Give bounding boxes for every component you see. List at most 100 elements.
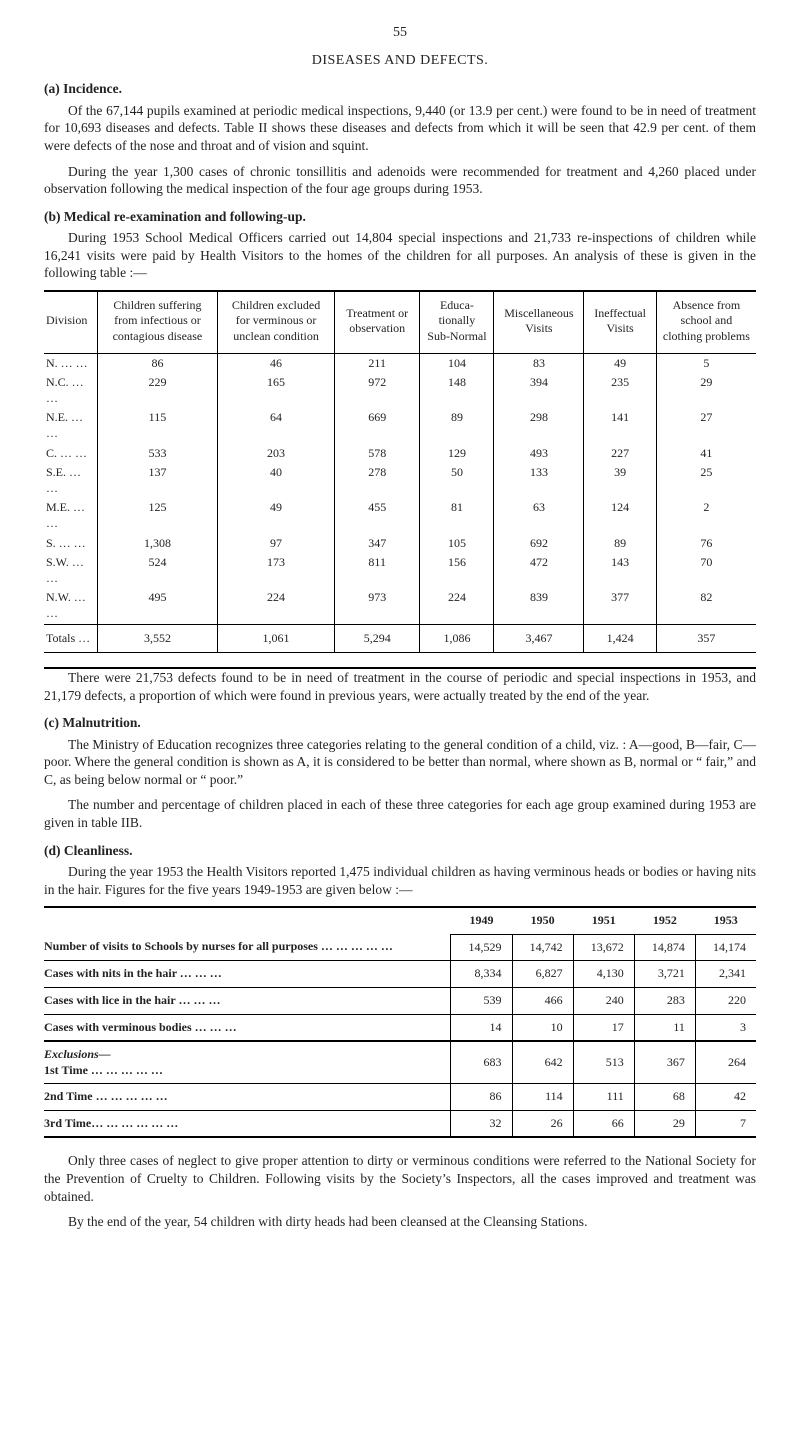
table-row: M.E. … …1254945581631242	[44, 498, 756, 533]
table-cell: 5	[656, 353, 756, 373]
table-cell: 63	[494, 498, 584, 533]
table-cell: 972	[334, 373, 419, 408]
section-c-p2: The number and percentage of children pl…	[44, 796, 756, 831]
table-cell: 50	[420, 463, 494, 498]
section-d-p2: Only three cases of neglect to give prop…	[44, 1152, 756, 1205]
table-cell: N.C. … …	[44, 373, 97, 408]
row-label: Cases with nits in the hair … … …	[44, 961, 451, 988]
table-cell: 220	[695, 987, 756, 1014]
t1-total-3: 5,294	[334, 624, 419, 653]
t1-col-4: Educa-tionally Sub-Normal	[420, 291, 494, 353]
table-row: Cases with verminous bodies … … …1410171…	[44, 1014, 756, 1041]
section-b-p1: During 1953 School Medical Officers carr…	[44, 229, 756, 282]
section-d-p1: During the year 1953 the Health Visitors…	[44, 863, 756, 898]
table-cell: 86	[97, 353, 217, 373]
table-row: S.E. … …13740278501333925	[44, 463, 756, 498]
table-row: 2nd Time … … … … …861141116842	[44, 1084, 756, 1111]
table-cell: 105	[420, 534, 494, 554]
t1-col-6: Ineffectual Visits	[584, 291, 656, 353]
row-label: 2nd Time … … … … …	[44, 1084, 451, 1111]
t2-blank	[44, 907, 451, 934]
table-cleanliness: 1949 1950 1951 1952 1953 Number of visit…	[44, 906, 756, 1138]
table-cell: 524	[97, 553, 217, 588]
row-label: 3rd Time… … … … … …	[44, 1110, 451, 1137]
table-cell: 66	[573, 1110, 634, 1137]
table-divisions: Division Children suffering from infecti…	[44, 290, 756, 653]
table-cell: 76	[656, 534, 756, 554]
section-d-head-text: Cleanliness.	[64, 843, 133, 858]
t2-year-4: 1953	[695, 907, 756, 934]
table-cell: 224	[218, 588, 335, 624]
table-cell: 211	[334, 353, 419, 373]
table-cell: S. … …	[44, 534, 97, 554]
table-cell: 513	[573, 1041, 634, 1084]
table-cell: 49	[584, 353, 656, 373]
section-c-p1: The Ministry of Education recognizes thr…	[44, 736, 756, 789]
table-cell: S.W. … …	[44, 553, 97, 588]
table-cell: 4,130	[573, 961, 634, 988]
table-cell: 973	[334, 588, 419, 624]
row-label: Exclusions—1st Time … … … … …	[44, 1041, 451, 1084]
table-cell: 129	[420, 444, 494, 464]
section-b-head-text: Medical re-examination and following-up.	[64, 209, 306, 224]
table-cell: 141	[584, 408, 656, 443]
table-cell: 81	[420, 498, 494, 533]
t1-total-7: 357	[656, 624, 756, 653]
table-cell: 82	[656, 588, 756, 624]
table-cell: 97	[218, 534, 335, 554]
table-cell: 64	[218, 408, 335, 443]
table-cell: 539	[451, 987, 512, 1014]
table-row: N.W. … …49522497322483937782	[44, 588, 756, 624]
table-cell: 466	[512, 987, 573, 1014]
section-a-p1: Of the 67,144 pupils examined at periodi…	[44, 102, 756, 155]
table-cell: 40	[218, 463, 335, 498]
table-cell: 25	[656, 463, 756, 498]
table-cell: 227	[584, 444, 656, 464]
table-cell: 229	[97, 373, 217, 408]
table-cell: N.W. … …	[44, 588, 97, 624]
table-cell: 495	[97, 588, 217, 624]
table-cell: 264	[695, 1041, 756, 1084]
table-cell: 7	[695, 1110, 756, 1137]
table-cell: 669	[334, 408, 419, 443]
table-row: N.C. … …22916597214839423529	[44, 373, 756, 408]
table-cell: 115	[97, 408, 217, 443]
doc-title: DISEASES AND DEFECTS.	[44, 52, 756, 70]
table-cell: 27	[656, 408, 756, 443]
table-row: Number of visits to Schools by nurses fo…	[44, 934, 756, 961]
t2-year-2: 1951	[573, 907, 634, 934]
page-number: 55	[44, 24, 756, 42]
t1-col-5: Miscellaneous Visits	[494, 291, 584, 353]
table-cell: 8,334	[451, 961, 512, 988]
table-cell: 3	[695, 1014, 756, 1041]
t1-col-0: Division	[44, 291, 97, 353]
table-cell: 683	[451, 1041, 512, 1084]
table-cell: 148	[420, 373, 494, 408]
t2-year-0: 1949	[451, 907, 512, 934]
table-cell: 89	[584, 534, 656, 554]
table-cell: 68	[634, 1084, 695, 1111]
table-cell: 2	[656, 498, 756, 533]
table-cell: 39	[584, 463, 656, 498]
table-cell: 493	[494, 444, 584, 464]
table-cell: 203	[218, 444, 335, 464]
table-cell: 692	[494, 534, 584, 554]
table-cell: 70	[656, 553, 756, 588]
table-cell: 283	[634, 987, 695, 1014]
table-row: N. … …864621110483495	[44, 353, 756, 373]
t1-col-2: Children excluded for verminous or uncle…	[218, 291, 335, 353]
table-cell: 143	[584, 553, 656, 588]
section-c-head: (c) Malnutrition.	[44, 714, 756, 732]
table-cell: 533	[97, 444, 217, 464]
table-row: Exclusions—1st Time … … … … …68364251336…	[44, 1041, 756, 1084]
table-cell: M.E. … …	[44, 498, 97, 533]
table-cell: 578	[334, 444, 419, 464]
t1-col-3: Treatment or observation	[334, 291, 419, 353]
table-cell: 367	[634, 1041, 695, 1084]
table-cell: 124	[584, 498, 656, 533]
section-d-p3: By the end of the year, 54 children with…	[44, 1213, 756, 1231]
row-label: Number of visits to Schools by nurses fo…	[44, 934, 451, 961]
table-cell: 13,672	[573, 934, 634, 961]
table-cell: 3,721	[634, 961, 695, 988]
t1-totals-row: Totals … 3,552 1,061 5,294 1,086 3,467 1…	[44, 624, 756, 653]
